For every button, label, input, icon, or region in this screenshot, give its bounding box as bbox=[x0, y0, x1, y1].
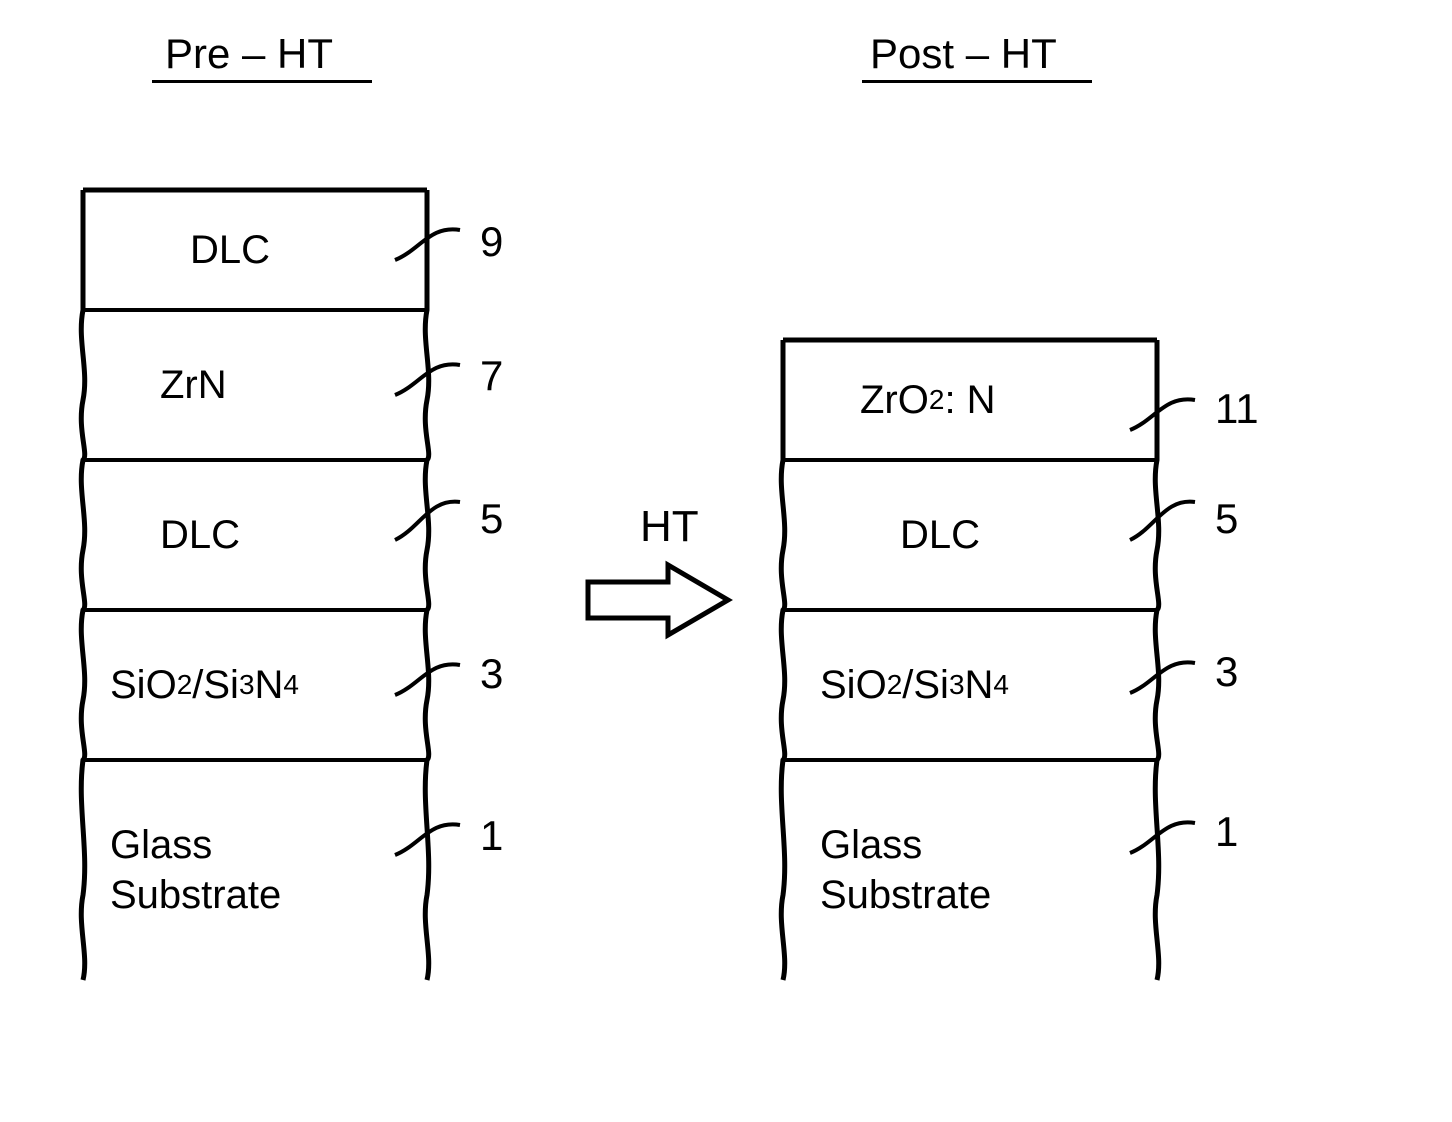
callout-num-5-right: 5 bbox=[1215, 495, 1238, 543]
callout-num-11: 11 bbox=[1215, 385, 1259, 433]
callout-num-7: 7 bbox=[480, 352, 503, 400]
callout-11 bbox=[1125, 385, 1205, 435]
left-layer-glass: GlassSubstrate bbox=[80, 760, 430, 980]
callout-num-9: 9 bbox=[480, 218, 503, 266]
callout-num-3-right: 3 bbox=[1215, 648, 1238, 696]
callout-1-left bbox=[390, 810, 470, 860]
callout-9 bbox=[390, 215, 470, 265]
right-layer-dlc: DLC bbox=[780, 460, 1160, 610]
callout-1-right bbox=[1125, 808, 1205, 858]
left-layer-dlc-mid: DLC bbox=[80, 460, 430, 610]
underline-left bbox=[152, 80, 372, 83]
title-post-ht: Post – HT bbox=[870, 30, 1057, 78]
right-layer-zro2n: ZrO2 : N bbox=[780, 340, 1160, 460]
right-layer-glass: GlassSubstrate bbox=[780, 760, 1160, 980]
callout-num-3-left: 3 bbox=[480, 650, 503, 698]
callout-num-1-right: 1 bbox=[1215, 808, 1238, 856]
title-pre-ht: Pre – HT bbox=[165, 30, 333, 78]
callout-num-1-left: 1 bbox=[480, 812, 503, 860]
left-layer-sio2: SiO2/Si3N4 bbox=[80, 610, 430, 760]
callout-3-right bbox=[1125, 648, 1205, 698]
callout-3-left bbox=[390, 650, 470, 700]
underline-right bbox=[862, 80, 1092, 83]
left-stack: DLC ZrN DLC SiO2/Si3N4 GlassSubstrate bbox=[80, 190, 430, 980]
left-layer-dlc-top: DLC bbox=[80, 190, 430, 310]
right-layer-sio2: SiO2/Si3N4 bbox=[780, 610, 1160, 760]
diagram-container: Pre – HT Post – HT DLC ZrN DLC SiO2/Si3N… bbox=[0, 0, 1452, 1122]
callout-5-right bbox=[1125, 490, 1205, 545]
left-layer-zrn: ZrN bbox=[80, 310, 430, 460]
callout-5-left bbox=[390, 490, 470, 545]
arrow-ht bbox=[583, 560, 733, 640]
callout-num-5-left: 5 bbox=[480, 495, 503, 543]
callout-7 bbox=[390, 350, 470, 400]
arrow-label-ht: HT bbox=[640, 502, 699, 552]
right-stack: ZrO2 : N DLC SiO2/Si3N4 GlassSubstrate bbox=[780, 340, 1160, 980]
